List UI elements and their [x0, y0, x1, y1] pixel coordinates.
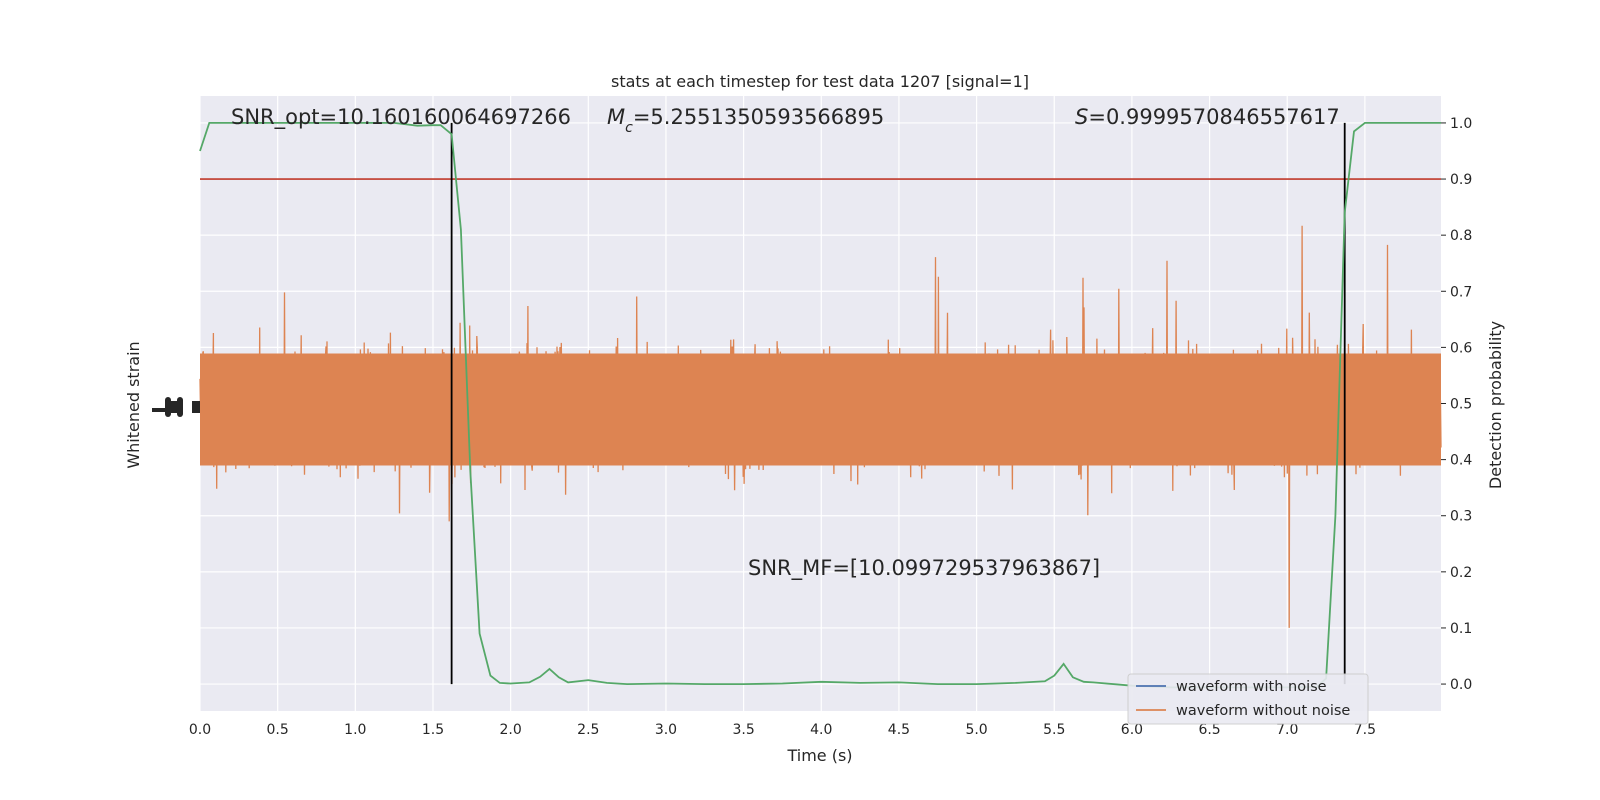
y-tick-label: 0.1: [1450, 621, 1472, 637]
x-tick-label: 2.5: [577, 722, 599, 738]
x-tick-label: 5.5: [1043, 722, 1065, 738]
legend-box: [1127, 673, 1369, 725]
annotation-snr-opt: SNR_opt=10.160160064697266: [231, 105, 571, 130]
x-axis-label: Time (s): [786, 746, 852, 765]
strain-dense-band: [200, 353, 1441, 466]
legend-label-noise: waveform with noise: [1176, 679, 1327, 695]
x-tick-label: 4.5: [888, 722, 910, 738]
annotations: SNR_opt=10.160160064697266 Mc=5.25513505…: [231, 105, 1340, 581]
x-tick-label: 7.0: [1276, 722, 1298, 738]
x-tick-label: 1.5: [422, 722, 444, 738]
y-axis-label-right: Detection probability: [1486, 321, 1505, 489]
x-tick-label: 0.5: [267, 722, 289, 738]
y-axis-label-left: Whitened strain: [124, 341, 143, 468]
x-tick-label: 4.0: [810, 722, 832, 738]
x-ticks: 0.0 0.5 1.0 1.5 2.0 2.5 3.0 3.5 4.0 4.5 5.0 5.5 6.0 6…: [189, 722, 1376, 738]
x-tick-label: 5.0: [965, 722, 987, 738]
y-tick-label: 0.3: [1450, 509, 1472, 525]
x-tick-label: 1.0: [344, 722, 366, 738]
legend-label-clean: waveform without noise: [1176, 703, 1350, 719]
x-tick-label: 6.0: [1121, 722, 1143, 738]
y-tick-label: 1.0: [1450, 116, 1472, 132]
y-tick-label: 0.4: [1450, 453, 1472, 469]
y-tick-label: 0.2: [1450, 565, 1472, 581]
x-tick-label: 2.0: [500, 722, 522, 738]
y-tick-label: 0.7: [1450, 284, 1472, 300]
annotation-chirp-mass: Mc=5.2551350593566895: [607, 105, 884, 136]
y-tick-label: 0.5: [1450, 397, 1472, 413]
y-ticks-right: 0.0 0.1 0.2 0.3 0.4 0.5 0.6 0.7 0.8 0.9 1.0: [1441, 116, 1472, 693]
strain-series: [199, 225, 1442, 628]
x-tick-label: 6.5: [1198, 722, 1220, 738]
legend: waveform with noise waveform without noi…: [1127, 673, 1369, 725]
y-tick-label: 0.6: [1450, 340, 1472, 356]
x-tick-label: 0.0: [189, 722, 211, 738]
x-tick-label: 3.0: [655, 722, 677, 738]
annotation-s: S=0.9999570846557617: [1075, 105, 1340, 129]
y-tick-label: 0.8: [1450, 228, 1472, 244]
y-tick-label: 0.9: [1450, 172, 1472, 188]
chart-title: stats at each timestep for test data 120…: [611, 72, 1029, 91]
x-tick-label: 7.5: [1354, 722, 1376, 738]
left-axis-tick-cluster: [152, 397, 200, 417]
annotation-snr-mf: SNR_MF=[10.099729537963867]: [748, 556, 1100, 581]
y-tick-label: 0.0: [1450, 677, 1472, 693]
x-tick-label: 3.5: [732, 722, 754, 738]
